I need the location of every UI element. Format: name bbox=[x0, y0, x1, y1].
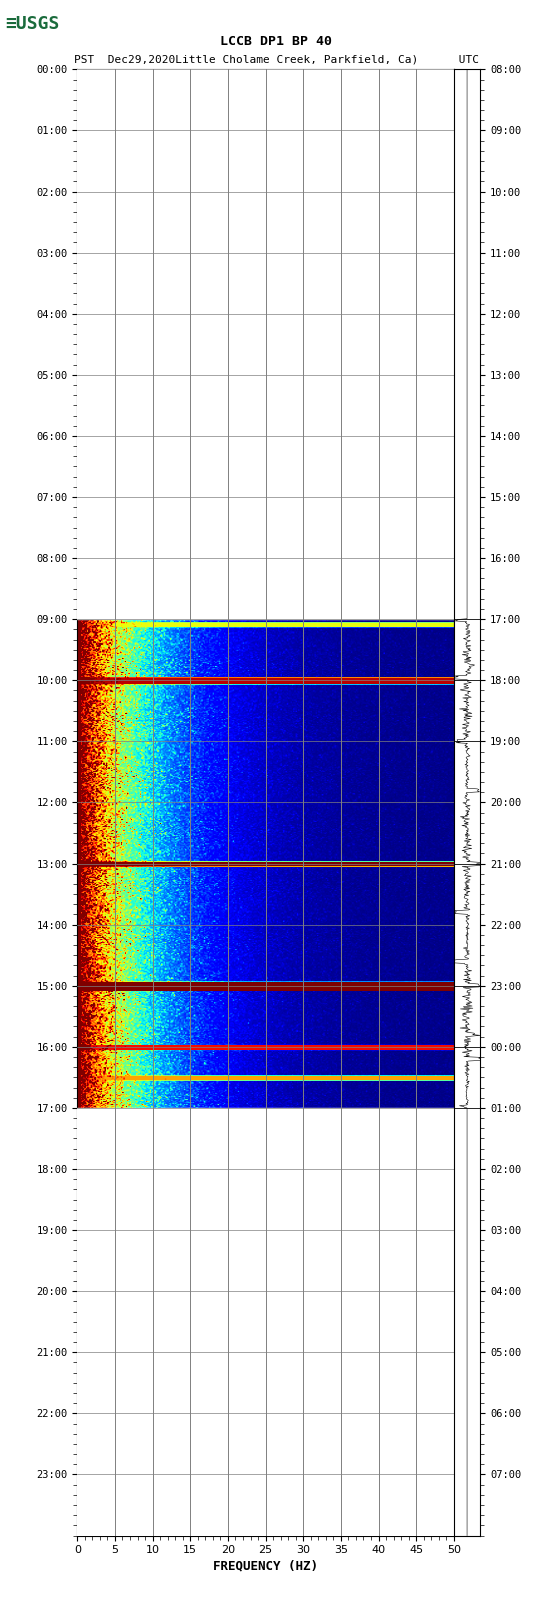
X-axis label: FREQUENCY (HZ): FREQUENCY (HZ) bbox=[213, 1560, 318, 1573]
Bar bbox=[77, 69, 454, 619]
Text: PST  Dec29,2020Little Cholame Creek, Parkfield, Ca)      UTC: PST Dec29,2020Little Cholame Creek, Park… bbox=[73, 55, 479, 65]
Text: ≡USGS: ≡USGS bbox=[6, 15, 60, 32]
Bar bbox=[77, 1108, 454, 1536]
Text: LCCB DP1 BP 40: LCCB DP1 BP 40 bbox=[220, 34, 332, 48]
